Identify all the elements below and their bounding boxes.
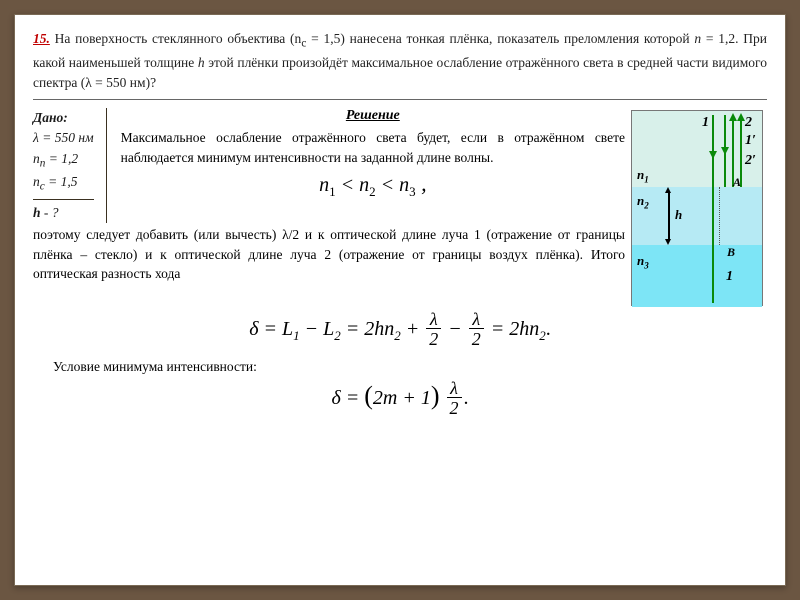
label-ray-1: 1 bbox=[702, 115, 709, 131]
given-np: nп = 1,2 bbox=[33, 149, 94, 173]
solution-p1: Максимальное ослабление отражённого свет… bbox=[121, 128, 625, 167]
solution-p2: поэтому следует добавить (или вычесть) λ… bbox=[33, 225, 625, 284]
label-n2: n2 bbox=[637, 193, 649, 211]
given-title: Дано: bbox=[33, 108, 94, 128]
slide-card: 15. На поверхность стеклянного объектива… bbox=[14, 14, 786, 586]
thin-film-diagram: n1 n2 n3 h bbox=[631, 110, 763, 306]
label-n1: n1 bbox=[637, 167, 649, 185]
given-block: Дано: λ = 550 нм nп = 1,2 nc = 1,5 h - ? bbox=[33, 108, 107, 223]
path-difference-formula: δ = L1 − L2 = 2hn2 + λ2 − λ2 = 2hn2. bbox=[33, 310, 767, 351]
h-arrow-down bbox=[665, 239, 671, 245]
given-lambda: λ = 550 нм bbox=[33, 128, 94, 148]
min-condition-text: Условие минимума интенсивности: bbox=[53, 359, 767, 375]
main-row: Дано: λ = 550 нм nп = 1,2 nc = 1,5 h - ?… bbox=[33, 108, 767, 306]
ray-1-dashed bbox=[719, 187, 720, 245]
label-B: B bbox=[727, 245, 735, 260]
label-bottom-1: 1 bbox=[726, 269, 733, 285]
ray-1-down bbox=[712, 115, 714, 303]
given-ask: h - ? bbox=[33, 203, 94, 223]
solution-column: Решение Максимальное ослабление отражённ… bbox=[107, 108, 625, 223]
given-solution-row: Дано: λ = 550 нм nп = 1,2 nc = 1,5 h - ?… bbox=[33, 108, 625, 223]
ray-2p-arrowhead bbox=[729, 113, 737, 121]
left-column: Дано: λ = 550 нм nп = 1,2 nc = 1,5 h - ?… bbox=[33, 108, 625, 306]
layer-glass bbox=[632, 245, 762, 307]
divider bbox=[33, 99, 767, 100]
min-condition-formula: δ = (2m + 1) λ2. bbox=[33, 379, 767, 420]
given-nc: nc = 1,5 bbox=[33, 172, 94, 196]
ray-1p-arrowhead bbox=[737, 113, 745, 121]
label-h: h bbox=[675, 207, 682, 223]
label-ray-2: 2 bbox=[745, 115, 752, 131]
right-column: n1 n2 n3 h bbox=[631, 108, 767, 306]
h-measure-line bbox=[668, 191, 670, 241]
given-separator bbox=[33, 199, 94, 200]
layer-film bbox=[632, 187, 762, 245]
solution-title: Решение bbox=[121, 108, 625, 124]
label-ray-2p: 2′ bbox=[745, 153, 756, 169]
inequality-formula: n1 < n2 < n3 , bbox=[121, 171, 625, 200]
label-ray-1p: 1′ bbox=[745, 133, 756, 149]
problem-number: 15. bbox=[33, 31, 50, 46]
label-A: A bbox=[733, 175, 741, 190]
problem-statement: 15. На поверхность стеклянного объектива… bbox=[33, 29, 767, 93]
h-arrow-up bbox=[665, 187, 671, 193]
layer-air bbox=[632, 111, 762, 187]
ray-1-arrowhead bbox=[709, 151, 717, 159]
label-n3: n3 bbox=[637, 253, 649, 271]
ray-2-arrowhead bbox=[721, 147, 729, 155]
